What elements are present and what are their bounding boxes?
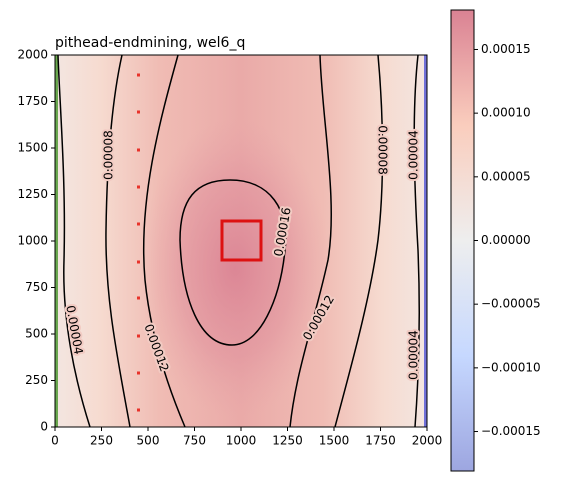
contour-line [413, 54, 420, 428]
heatmap-peak [140, 118, 330, 418]
contour-line [334, 54, 384, 428]
x-tick-label: 2000 [412, 434, 443, 448]
x-tick-label: 500 [137, 434, 160, 448]
x-tick-label: 1750 [365, 434, 396, 448]
y-tick-label: 750 [25, 280, 48, 294]
well-marker [137, 222, 140, 226]
y-tick-label: 1500 [17, 141, 48, 155]
x-tick-label: 1500 [319, 434, 350, 448]
colorbar-tick-label: 0.00015 [481, 42, 531, 56]
y-tick-label: 2000 [17, 48, 48, 62]
y-tick-label: 1750 [17, 94, 48, 108]
x-tick-label: 1250 [272, 434, 303, 448]
x-tick-label: 750 [183, 434, 206, 448]
contour-line [289, 54, 332, 428]
contour-line [179, 179, 287, 346]
y-tick-label: 1250 [17, 187, 48, 201]
x-tick-label: 0 [51, 434, 59, 448]
colorbar-tick-label: −0.00005 [481, 297, 541, 311]
colorbar-tick-label: −0.00010 [481, 360, 541, 374]
colorbar-tick-label: −0.00015 [481, 424, 541, 438]
y-tick-label: 500 [25, 327, 48, 341]
contour-line [142, 54, 186, 428]
y-tick-label: 1000 [17, 234, 48, 248]
x-tick-label: 1000 [226, 434, 257, 448]
y-tick-label: 0 [40, 420, 48, 434]
contour-label: 0.00008 [102, 130, 116, 180]
well-marker [137, 110, 140, 114]
contour-label: 0.00008 [376, 125, 390, 175]
y-tick-label: 250 [25, 373, 48, 387]
well-marker [137, 408, 140, 412]
well-marker [137, 73, 140, 77]
plot-area [55, 55, 427, 427]
well-marker [137, 260, 140, 264]
contour-line [57, 54, 91, 428]
colorbar-tick-label: 0.00005 [481, 169, 531, 183]
contour-label: 0.00004 [407, 130, 421, 180]
well-marker [137, 185, 140, 189]
contour-line [105, 54, 131, 428]
colorbar-tick-label: 0.00010 [481, 106, 531, 120]
pit-outline [220, 219, 263, 262]
colorbar-tick-label: 0.00000 [481, 233, 531, 247]
colorbar [450, 9, 475, 472]
well-marker [137, 296, 140, 300]
x-tick-label: 250 [90, 434, 113, 448]
well-marker [137, 371, 140, 375]
contour-label: 0.00004 [407, 330, 421, 380]
chart-title: pithead-endmining, wel6_q [55, 35, 245, 51]
well-marker [137, 148, 140, 152]
well-marker [137, 334, 140, 338]
